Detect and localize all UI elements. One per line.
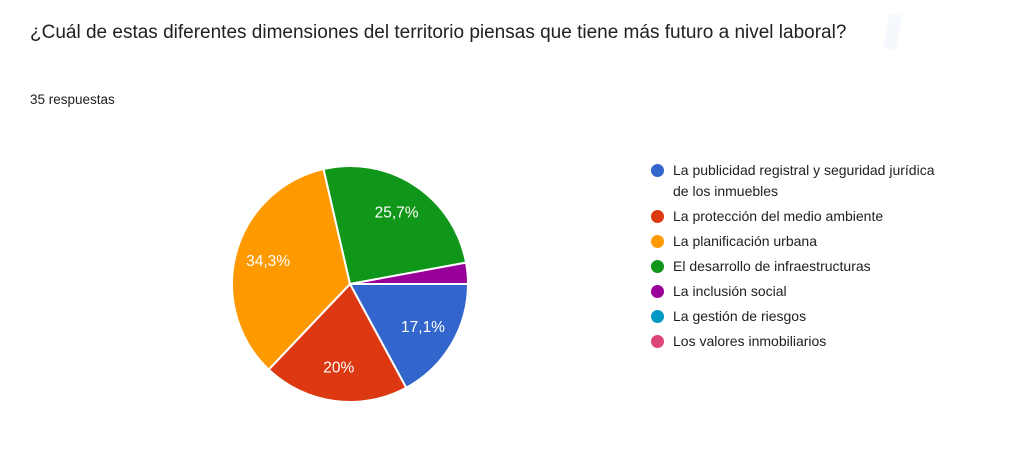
pie-slice-4[interactable] [349, 261, 470, 285]
legend-color-dot-icon [651, 285, 664, 298]
legend-item-1: La protección del medio ambiente [651, 206, 1023, 227]
chart-legend: La publicidad registral y seguridad jurí… [651, 160, 1023, 356]
legend-item-5: La gestión de riesgos [651, 306, 1023, 327]
legend-label: Los valores inmobiliarios [673, 333, 827, 349]
pie-slice-2[interactable] [231, 168, 351, 371]
legend-color-dot-icon [651, 310, 664, 323]
legend-item-4: La inclusión social [651, 281, 1023, 302]
legend-item-3: El desarrollo de infraestructuras [651, 256, 1023, 277]
question-title: ¿Cuál de estas diferentes dimensiones de… [30, 22, 847, 43]
pie-chart: 17,1% 20% 34,3% 25,7% [231, 165, 470, 403]
legend-item-0: La publicidad registral y seguridad jurí… [651, 160, 1023, 202]
legend-color-dot-icon [651, 260, 664, 273]
legend-item-6: Los valores inmobiliarios [651, 331, 1023, 352]
legend-label: La gestión de riesgos [673, 308, 807, 324]
pie-slice-label-3: 25,7% [375, 205, 419, 222]
legend-label: La protección del medio ambiente [673, 208, 884, 224]
pie-slice-label-2: 34,3% [246, 253, 290, 270]
faint-artifact [882, 13, 903, 51]
legend-color-dot-icon [651, 164, 664, 177]
pie-slice-3[interactable] [322, 165, 468, 285]
legend-label: El desarrollo de infraestructuras [673, 258, 871, 274]
pie-slice-label-0: 17,1% [401, 319, 445, 336]
legend-label: La publicidad registral y seguridad jurí… [673, 162, 935, 199]
pie-slice-0[interactable] [349, 283, 469, 389]
legend-color-dot-icon [651, 235, 664, 248]
legend-label: La planificación urbana [673, 233, 817, 249]
pie-slice-1[interactable] [267, 283, 408, 403]
legend-label: La inclusión social [673, 283, 787, 299]
legend-item-2: La planificación urbana [651, 231, 1023, 252]
legend-color-dot-icon [651, 210, 664, 223]
responses-count: 35 respuestas [30, 92, 115, 107]
pie-slice-label-1: 20% [323, 360, 354, 377]
legend-color-dot-icon [651, 335, 664, 348]
